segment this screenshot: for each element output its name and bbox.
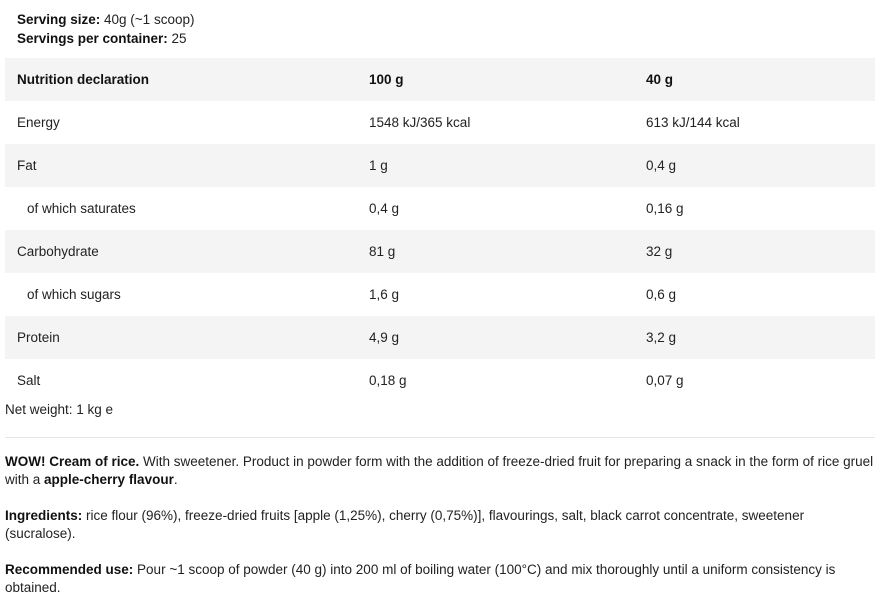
ingredients-text: rice flour (96%), freeze-dried fruits [a… <box>5 508 805 541</box>
row-per100: 0,4 g <box>369 201 400 216</box>
product-name: WOW! Cream of rice. <box>5 454 140 469</box>
row-per40: 3,2 g <box>646 330 677 345</box>
row-label: of which sugars <box>27 287 121 302</box>
table-row: Protein 4,9 g 3,2 g <box>5 316 875 359</box>
row-per40: 613 kJ/144 kcal <box>646 115 740 130</box>
serving-info: Serving size: 40g (~1 scoop) Servings pe… <box>17 10 194 48</box>
serving-size-label: Serving size: <box>17 12 101 27</box>
description-text: With sweetener. Product in powder form w… <box>5 454 874 487</box>
row-per100: 1,6 g <box>369 287 400 302</box>
servings-per-container-value: 25 <box>167 31 187 46</box>
header-100g: 100 g <box>369 72 404 87</box>
row-label: Fat <box>17 158 37 173</box>
usage-text: Pour ~1 scoop of powder (40 g) into 200 … <box>5 562 836 595</box>
row-per100: 1548 kJ/365 kcal <box>369 115 471 130</box>
row-per100: 0,18 g <box>369 373 407 388</box>
divider <box>5 437 875 438</box>
row-per40: 0,07 g <box>646 373 684 388</box>
product-description: WOW! Cream of rice. With sweetener. Prod… <box>5 453 875 489</box>
row-label: Salt <box>17 373 41 388</box>
row-per40: 0,4 g <box>646 158 677 173</box>
row-per40: 0,6 g <box>646 287 677 302</box>
row-per100: 4,9 g <box>369 330 400 345</box>
header-nutrition: Nutrition declaration <box>17 72 150 87</box>
table-row: Energy 1548 kJ/365 kcal 613 kJ/144 kcal <box>5 101 875 144</box>
row-label: Energy <box>17 115 60 130</box>
table-row: of which sugars 1,6 g 0,6 g <box>5 273 875 316</box>
row-per40: 0,16 g <box>646 201 684 216</box>
description-end: . <box>173 472 178 487</box>
row-label: Protein <box>17 330 60 345</box>
usage-label: Recommended use: <box>5 562 134 577</box>
ingredients-label: Ingredients: <box>5 508 83 523</box>
table-row: of which saturates 0,4 g 0,16 g <box>5 187 875 230</box>
row-per100: 1 g <box>369 158 388 173</box>
ingredients: Ingredients: rice flour (96%), freeze-dr… <box>5 507 875 543</box>
net-weight: Net weight: 1 kg e <box>5 402 114 417</box>
nutrition-table: Nutrition declaration 100 g 40 g Energy 1… <box>5 58 875 402</box>
table-row: Carbohydrate 81 g 32 g <box>5 230 875 273</box>
serving-size-value: 40g (~1 scoop) <box>100 12 195 27</box>
row-per100: 81 g <box>369 244 396 259</box>
recommended-use: Recommended use: Pour ~1 scoop of powder… <box>5 561 875 597</box>
servings-per-container-label: Servings per container: <box>17 31 168 46</box>
table-row: Fat 1 g 0,4 g <box>5 144 875 187</box>
row-label: Carbohydrate <box>17 244 99 259</box>
table-row: Salt 0,18 g 0,07 g <box>5 359 875 402</box>
flavour-name: apple-cherry flavour <box>44 472 174 487</box>
table-header-row: Nutrition declaration 100 g 40 g <box>5 58 875 101</box>
row-label: of which saturates <box>27 201 136 216</box>
row-per40: 32 g <box>646 244 673 259</box>
header-40g: 40 g <box>646 72 674 87</box>
